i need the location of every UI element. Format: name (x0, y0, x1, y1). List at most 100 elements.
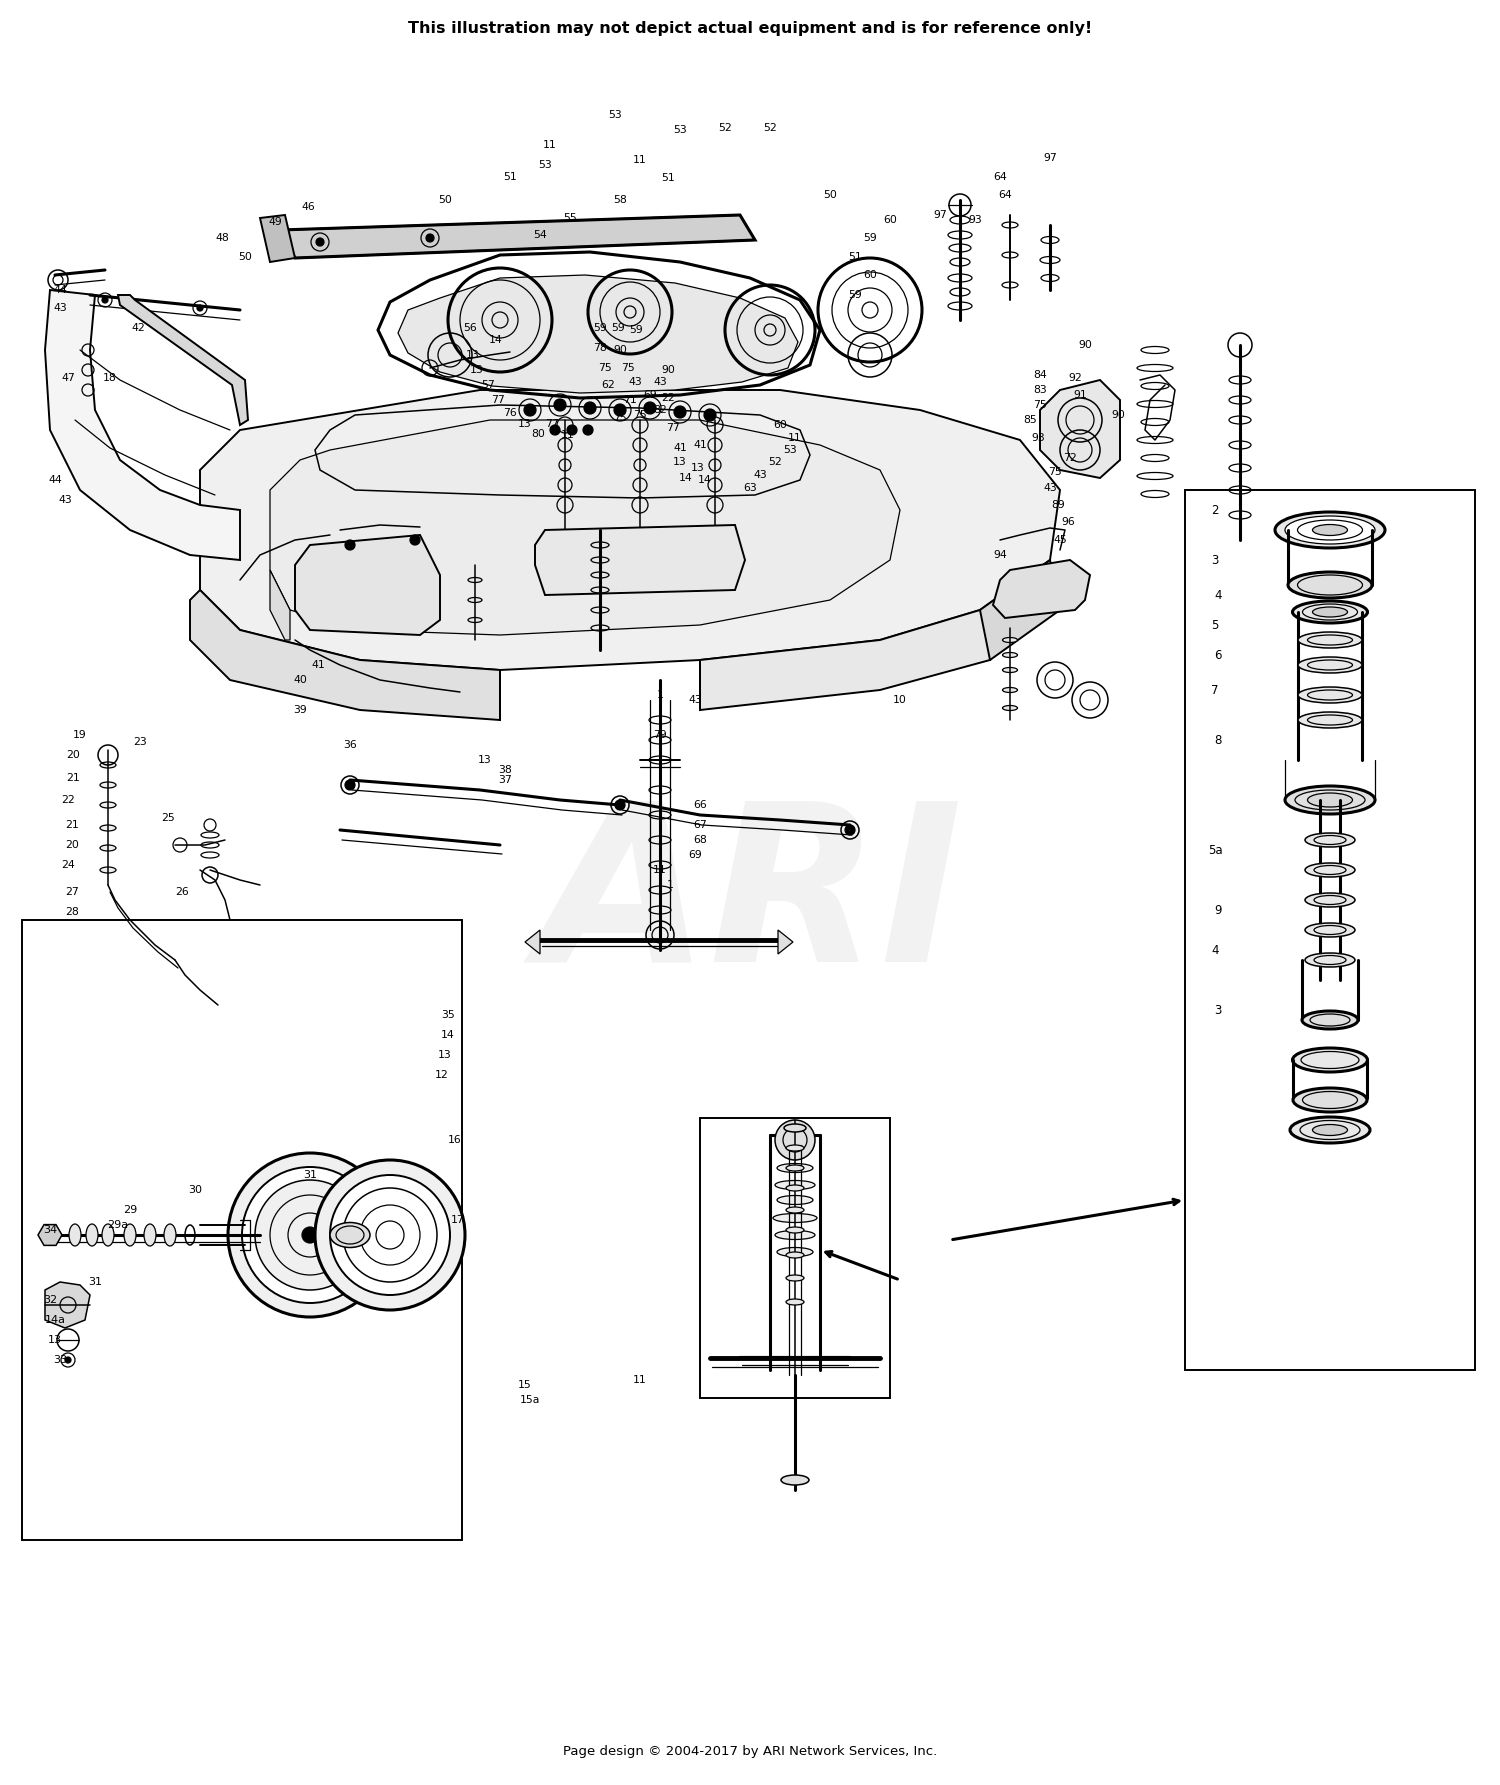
Text: 4: 4 (1212, 944, 1218, 957)
Circle shape (584, 425, 592, 436)
Text: 45: 45 (1053, 536, 1066, 544)
Text: 90: 90 (614, 345, 627, 355)
Text: 35: 35 (441, 1010, 454, 1019)
Ellipse shape (777, 1196, 813, 1205)
Text: 58: 58 (614, 195, 627, 205)
Text: 23: 23 (134, 737, 147, 746)
Text: 50: 50 (438, 195, 452, 205)
Text: 75: 75 (633, 411, 646, 419)
Text: 44: 44 (48, 475, 62, 486)
Text: 64: 64 (993, 171, 1006, 182)
Circle shape (64, 1357, 70, 1364)
Ellipse shape (468, 598, 482, 603)
Text: 42: 42 (130, 323, 146, 334)
Circle shape (426, 234, 433, 243)
Text: 53: 53 (783, 444, 796, 455)
Text: 97: 97 (1042, 154, 1058, 162)
Text: 30: 30 (188, 1185, 202, 1194)
Text: 52: 52 (764, 123, 777, 134)
Text: 62: 62 (602, 380, 615, 389)
Text: 11: 11 (788, 434, 802, 443)
Circle shape (410, 536, 420, 544)
Text: 13: 13 (438, 1050, 452, 1060)
Text: 14a: 14a (45, 1316, 66, 1324)
Ellipse shape (777, 1248, 813, 1257)
Polygon shape (980, 560, 1060, 660)
Text: 79: 79 (652, 730, 668, 741)
Ellipse shape (1305, 892, 1354, 907)
Ellipse shape (1312, 607, 1347, 618)
Text: 96: 96 (1060, 518, 1076, 527)
Circle shape (567, 425, 578, 436)
Text: 89: 89 (1052, 500, 1065, 511)
Ellipse shape (164, 1225, 176, 1246)
Circle shape (550, 425, 560, 436)
Text: 48: 48 (214, 234, 230, 243)
Ellipse shape (1002, 705, 1017, 710)
Text: 20: 20 (66, 750, 80, 760)
Text: 63: 63 (742, 484, 758, 493)
Polygon shape (45, 1282, 90, 1328)
Text: 69: 69 (644, 389, 657, 400)
Ellipse shape (1298, 657, 1362, 673)
Text: 13: 13 (466, 350, 480, 361)
Text: 28: 28 (64, 907, 80, 917)
Text: 80: 80 (531, 428, 544, 439)
Text: 34: 34 (44, 1225, 57, 1235)
Ellipse shape (1002, 668, 1017, 673)
Text: Page design © 2004-2017 by ARI Network Services, Inc.: Page design © 2004-2017 by ARI Network S… (562, 1746, 938, 1758)
Text: 40: 40 (292, 675, 308, 685)
Polygon shape (778, 930, 794, 953)
Text: 50: 50 (238, 252, 252, 262)
Circle shape (316, 237, 324, 246)
Text: 59: 59 (862, 234, 877, 243)
Polygon shape (700, 610, 990, 710)
Text: 77: 77 (544, 419, 560, 428)
Text: 83: 83 (1034, 386, 1047, 394)
Text: 5a: 5a (1208, 844, 1222, 857)
Text: 47: 47 (62, 373, 75, 384)
Ellipse shape (1298, 687, 1362, 703)
Ellipse shape (1002, 637, 1017, 643)
Text: 29: 29 (123, 1205, 136, 1216)
Bar (700, 1117, 889, 1398)
Text: 24: 24 (62, 860, 75, 869)
Text: 43: 43 (688, 694, 702, 705)
Polygon shape (280, 214, 754, 259)
Circle shape (302, 1226, 318, 1242)
Text: 11: 11 (633, 155, 646, 164)
Ellipse shape (102, 1225, 114, 1246)
Text: 13: 13 (692, 462, 705, 473)
Ellipse shape (1305, 953, 1354, 967)
Text: 49: 49 (268, 218, 282, 227)
Ellipse shape (1288, 571, 1372, 598)
Text: 52: 52 (718, 123, 732, 134)
Ellipse shape (1293, 602, 1368, 623)
Text: 66: 66 (693, 800, 706, 810)
Text: 12: 12 (435, 1069, 448, 1080)
Text: 7: 7 (1212, 684, 1218, 696)
Polygon shape (118, 295, 248, 425)
Text: This illustration may not depict actual equipment and is for reference only!: This illustration may not depict actual … (408, 20, 1092, 36)
Text: 26: 26 (176, 887, 189, 898)
Text: 17: 17 (452, 1216, 465, 1225)
Text: 36: 36 (344, 741, 357, 750)
Text: 39: 39 (292, 705, 308, 716)
Text: 20: 20 (64, 841, 80, 850)
Text: 51: 51 (662, 173, 675, 184)
Ellipse shape (786, 1185, 804, 1191)
Text: 8: 8 (1215, 734, 1221, 746)
Text: 3: 3 (1215, 1003, 1221, 1016)
Ellipse shape (144, 1225, 156, 1246)
Ellipse shape (786, 1299, 804, 1305)
Text: 6: 6 (1215, 648, 1221, 662)
Polygon shape (296, 536, 440, 635)
Circle shape (315, 1160, 465, 1310)
Polygon shape (536, 525, 746, 594)
Polygon shape (398, 275, 798, 393)
Ellipse shape (100, 801, 116, 809)
Text: 43: 43 (652, 377, 668, 387)
Polygon shape (993, 560, 1090, 618)
Text: 43: 43 (53, 303, 68, 312)
Text: 5: 5 (1212, 618, 1218, 632)
